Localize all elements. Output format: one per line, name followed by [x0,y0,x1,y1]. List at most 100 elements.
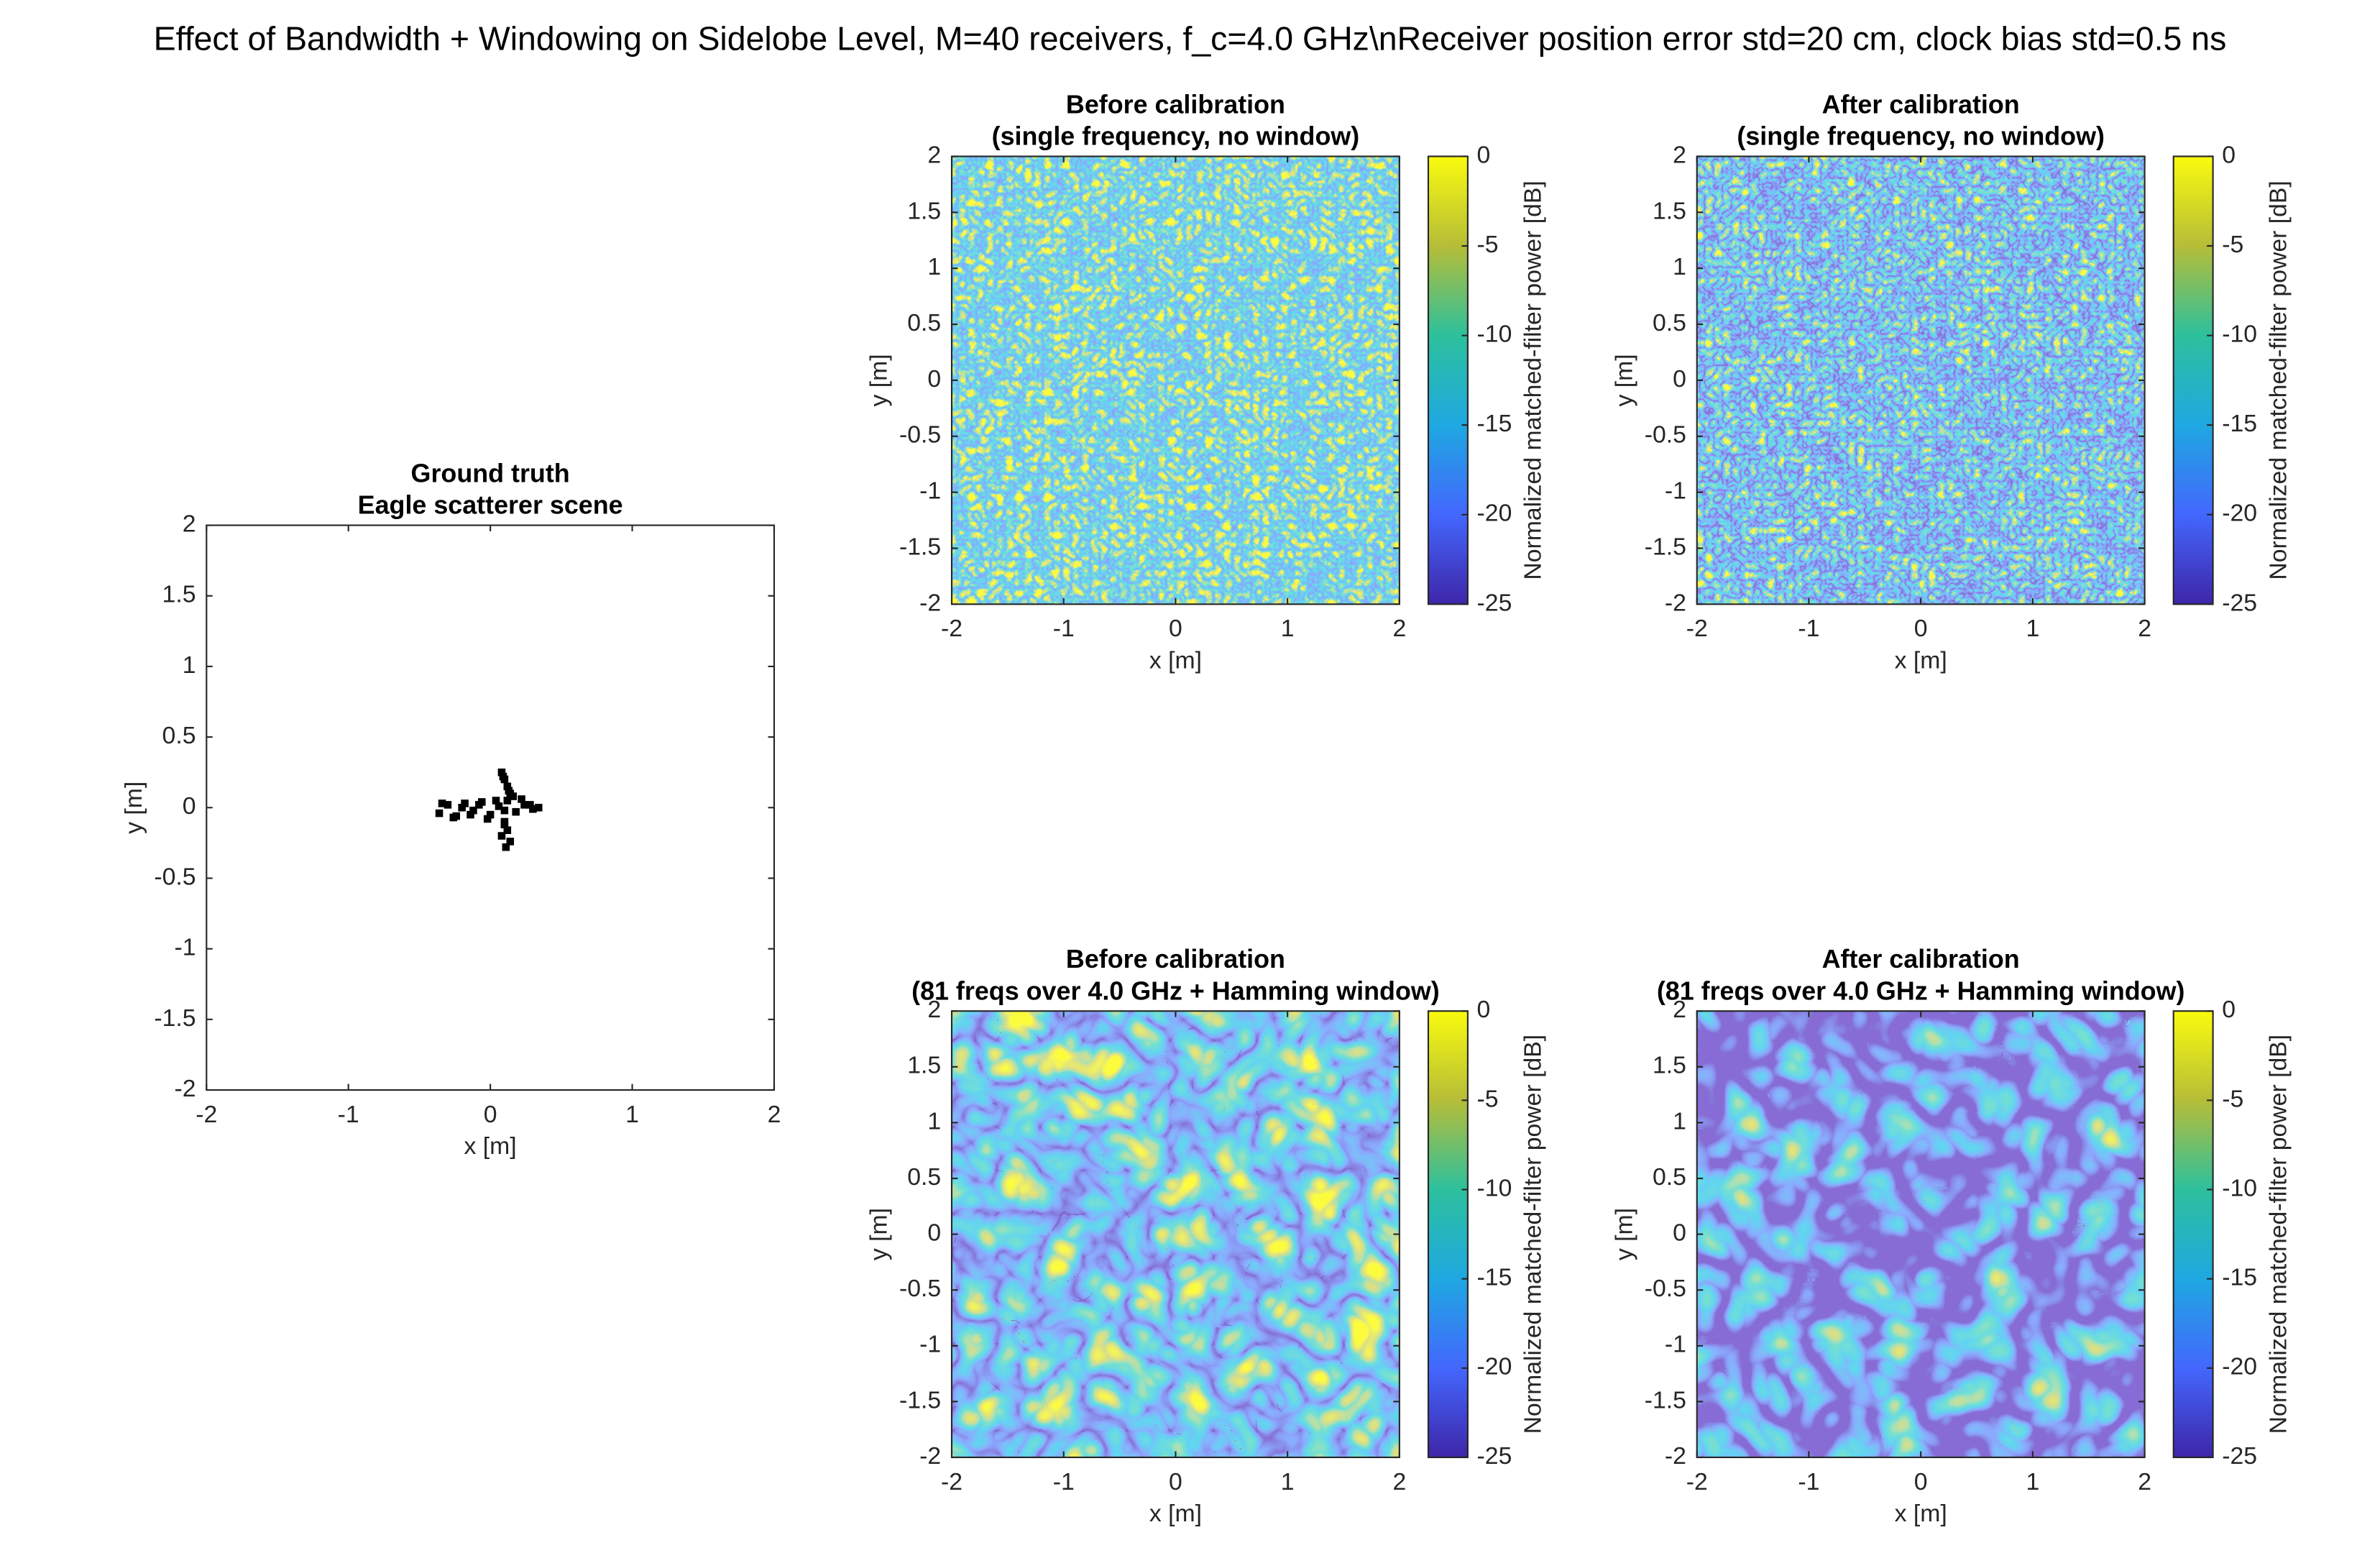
colorbar-label: Normalized matched-filter power [dB] [2264,180,2292,579]
y-tick-label: 0.5 [907,309,941,336]
y-tick-label: 2 [1673,141,1686,168]
y-axis-label: y [m] [1610,354,1637,406]
y-axis-label: y [m] [1610,1208,1637,1260]
y-tick-label: -1 [174,934,196,961]
x-tick-label: -2 [1686,615,1708,642]
x-tick-label: 2 [1392,615,1406,642]
x-tick-label: 1 [2026,1468,2039,1495]
colorbar [1427,155,1469,605]
subplot-title: Before calibration [1066,90,1285,119]
axes-box [206,524,776,1091]
scatter-point [500,817,509,826]
x-tick-label: -1 [338,1101,359,1128]
x-tick-label: 2 [768,1101,781,1128]
colorbar-tick-label: -20 [2222,1353,2257,1380]
colorbar-tick-label: -25 [1477,1442,1512,1470]
y-axis-label: y [m] [120,782,147,834]
x-tick-label: 2 [2138,1468,2151,1495]
y-tick-label: 0.5 [907,1163,941,1191]
y-tick-label: 2 [183,510,196,537]
colorbar-tick-label: -20 [1477,500,1512,527]
y-tick-label: 0 [927,365,941,393]
axes-box [1696,155,2146,605]
scatter-point [503,826,512,834]
y-tick-label: 0.5 [162,722,196,749]
heatmap-image [1696,1011,2145,1457]
heatmap-image [952,156,1400,605]
y-tick-label: 2 [1673,996,1686,1023]
y-axis-label: y [m] [865,1208,893,1260]
y-tick-label: 0 [927,1219,941,1247]
figure-title: Effect of Bandwidth + Windowing on Sidel… [154,19,2227,57]
y-tick-label: 1.5 [162,581,196,608]
scatter-point [529,805,537,813]
axes-box [1696,1010,2146,1459]
scatter-point [458,804,466,812]
scatter-point [469,806,477,815]
scatter-point [500,806,509,815]
scatter-point [435,809,444,817]
scatter-point [438,800,446,807]
colorbar-tick-label: -15 [1477,1264,1512,1291]
x-tick-label: 1 [625,1101,639,1128]
scatter-point [492,797,500,805]
x-tick-label: 1 [1281,1468,1295,1495]
y-tick-label: -0.5 [899,1275,941,1302]
x-tick-label: -1 [1053,615,1075,642]
subplot-title: Ground truth [411,459,570,487]
scatter-point [497,768,506,776]
x-tick-label: 0 [484,1101,497,1128]
y-tick-label: 2 [927,996,941,1023]
colorbar-tick-label: -25 [2222,589,2257,616]
x-tick-label: 1 [1281,615,1295,642]
subplot-subtitle: (single frequency, no window) [992,122,1360,151]
x-tick-label: 1 [2026,615,2039,642]
axes-box [950,155,1400,605]
y-tick-label: 1 [183,651,196,679]
y-tick-label: -1.5 [1645,533,1686,560]
colorbar-tick-label: -5 [1477,231,1499,258]
y-tick-label: 0.5 [1653,309,1686,336]
y-tick-label: -1.5 [1645,1386,1686,1414]
colorbar-tick-label: -10 [2222,1174,2257,1201]
y-tick-label: -2 [174,1075,196,1102]
x-tick-label: 0 [1169,1468,1182,1495]
x-tick-label: -2 [941,615,962,642]
x-tick-label: -2 [941,1468,962,1495]
scatter-point [520,801,528,809]
y-tick-label: -2 [919,1442,941,1470]
x-axis-label: x [m] [1149,1500,1202,1527]
colorbar-tick-label: -5 [2222,1085,2243,1112]
scatter-point [506,838,515,846]
scatter-point [495,802,503,810]
x-tick-label: -2 [196,1101,217,1128]
y-tick-label: -1.5 [154,1004,196,1032]
scatter-point [503,782,512,791]
axes-box [950,1010,1400,1459]
subplot-subtitle: (single frequency, no window) [1737,122,2105,151]
y-tick-label: -2 [919,589,941,616]
colorbar-tick-label: -15 [2222,1264,2257,1291]
scatter-point [475,801,483,809]
y-tick-label: 1.5 [907,197,941,224]
y-tick-label: 0 [183,792,196,820]
colorbar-tick-label: -20 [2222,500,2257,527]
y-tick-label: 1 [927,253,941,280]
colorbar-tick-label: -15 [1477,410,1512,437]
y-tick-label: 1 [1673,253,1686,280]
y-tick-label: -2 [1665,589,1686,616]
heatmap-image [1696,156,2145,605]
y-tick-label: 0 [1673,1219,1686,1247]
subplot-subtitle: (81 freqs over 4.0 GHz + Hamming window) [1657,976,2185,1005]
y-tick-label: -0.5 [154,863,196,890]
y-tick-label: 0 [1673,365,1686,393]
scatter-point [467,810,474,819]
x-tick-label: 0 [1914,615,1928,642]
x-tick-label: -2 [1686,1468,1708,1495]
colorbar-label: Normalized matched-filter power [dB] [2264,1035,2292,1434]
x-axis-label: x [m] [464,1132,517,1160]
colorbar-tick-label: -10 [2222,321,2257,348]
y-tick-label: 2 [927,141,941,168]
colorbar-tick-label: -10 [1477,321,1512,348]
